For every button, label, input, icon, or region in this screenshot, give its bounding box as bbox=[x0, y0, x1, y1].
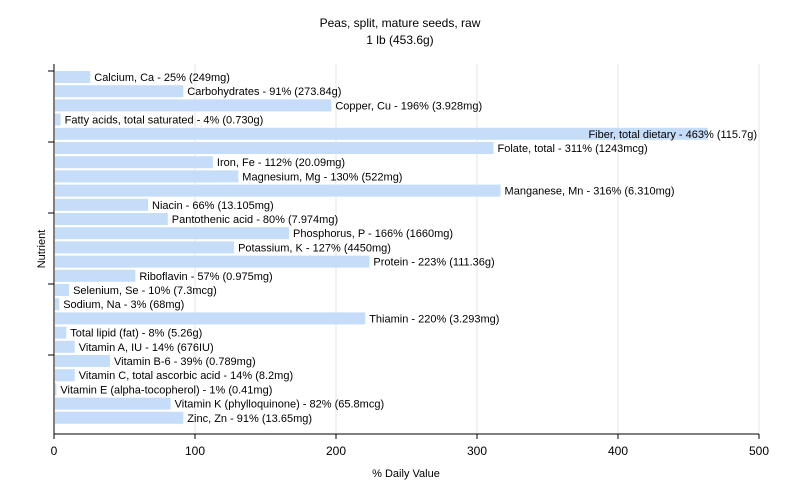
bar bbox=[55, 411, 184, 424]
x-tick-label: 200 bbox=[326, 444, 346, 458]
bar-label: Phosphorus, P - 166% (1660mg) bbox=[293, 228, 453, 240]
x-ticks-group: 0 100 200 300 400 500 bbox=[51, 434, 769, 458]
bar bbox=[55, 369, 75, 382]
bar-label: Fatty acids, total saturated - 4% (0.730… bbox=[65, 115, 264, 127]
bar-label: Vitamin A, IU - 14% (676IU) bbox=[79, 342, 214, 354]
x-tick-label: 400 bbox=[608, 444, 628, 458]
bar bbox=[55, 85, 184, 98]
bar bbox=[55, 255, 370, 268]
bar bbox=[55, 397, 171, 410]
x-tick-label: 0 bbox=[51, 444, 58, 458]
bar-label: Total lipid (fat) - 8% (5.26g) bbox=[70, 328, 202, 340]
bar-label: Niacin - 66% (13.105mg) bbox=[152, 200, 274, 212]
chart-title: Peas, split, mature seeds, raw bbox=[320, 16, 481, 30]
gridlines bbox=[194, 64, 760, 434]
x-axis-label: % Daily Value bbox=[372, 468, 440, 480]
bar bbox=[55, 284, 70, 296]
bar-label: Calcium, Ca - 25% (249mg) bbox=[94, 72, 230, 84]
bar bbox=[55, 170, 239, 183]
bar-label: Carbohydrates - 91% (273.84g) bbox=[187, 86, 341, 98]
bar bbox=[55, 184, 501, 197]
bar bbox=[55, 198, 149, 211]
bar bbox=[55, 213, 168, 225]
axes-group bbox=[48, 64, 759, 435]
bar-label: Vitamin B-6 - 39% (0.789mg) bbox=[114, 356, 256, 368]
bar bbox=[55, 241, 235, 254]
bar bbox=[55, 142, 494, 154]
bar-label: Copper, Cu - 196% (3.928mg) bbox=[335, 100, 482, 112]
bar-label: Manganese, Mn - 316% (6.310mg) bbox=[505, 186, 675, 198]
bar bbox=[55, 99, 332, 112]
bar-label: Iron, Fe - 112% (20.09mg) bbox=[217, 157, 345, 169]
bar bbox=[55, 298, 60, 311]
bar bbox=[55, 127, 708, 140]
bar-label: Zinc, Zn - 91% (13.65mg) bbox=[187, 413, 312, 425]
bar bbox=[55, 71, 91, 83]
bar-label: Vitamin K (phylloquinone) - 82% (65.8mcg… bbox=[175, 399, 385, 411]
bar-label: Potassium, K - 127% (4450mg) bbox=[238, 242, 391, 254]
bar bbox=[55, 326, 67, 339]
bar-label: Vitamin E (alpha-tocopherol) - 1% (0.41m… bbox=[60, 384, 272, 396]
bar-label: Pantothenic acid - 80% (7.974mg) bbox=[172, 214, 338, 226]
bar-label: Protein - 223% (111.36g) bbox=[373, 257, 494, 269]
bar-label: Magnesium, Mg - 130% (522mg) bbox=[242, 171, 402, 183]
bar-label: Vitamin C, total ascorbic acid - 14% (8.… bbox=[79, 370, 293, 382]
chart-subtitle: 1 lb (453.6g) bbox=[366, 33, 433, 47]
bar-label: Selenium, Se - 10% (7.3mcg) bbox=[73, 285, 217, 297]
bar-label: Folate, total - 311% (1243mcg) bbox=[498, 143, 648, 155]
x-tick-label: 300 bbox=[467, 444, 487, 458]
x-tick-label: 500 bbox=[749, 444, 769, 458]
bars-group: Calcium, Ca - 25% (249mg) Carbohydrates -… bbox=[55, 71, 757, 425]
bar-label: Thiamin - 220% (3.293mg) bbox=[369, 313, 499, 325]
bar bbox=[55, 269, 136, 282]
bar bbox=[55, 383, 57, 396]
bar bbox=[55, 312, 366, 325]
bar-label: Sodium, Na - 3% (68mg) bbox=[63, 299, 184, 311]
bar bbox=[55, 355, 110, 367]
bar bbox=[55, 340, 75, 353]
bar bbox=[55, 227, 290, 240]
bar-label: Fiber, total dietary - 463% (115.7g) bbox=[588, 129, 757, 141]
y-axis-label: Nutrient bbox=[36, 230, 48, 269]
bar bbox=[55, 156, 213, 169]
bar-label: Riboflavin - 57% (0.975mg) bbox=[139, 271, 272, 283]
x-tick-label: 100 bbox=[185, 444, 205, 458]
bar bbox=[55, 113, 61, 126]
